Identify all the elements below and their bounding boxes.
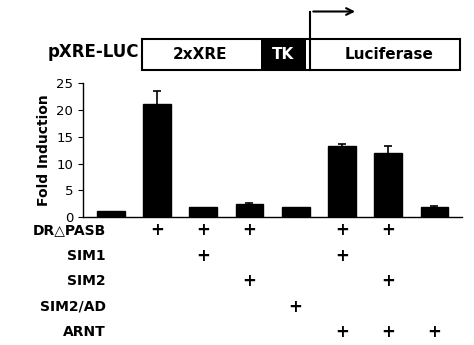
Text: SIM1: SIM1 (67, 249, 106, 263)
Text: +: + (381, 272, 395, 290)
Text: DR△PASB: DR△PASB (33, 223, 106, 237)
Text: +: + (196, 221, 210, 239)
Text: SIM2: SIM2 (67, 274, 106, 288)
Text: SIM2/AD: SIM2/AD (40, 300, 106, 314)
Bar (189, 207, 217, 217)
Bar (420, 207, 448, 217)
Y-axis label: Fold Induction: Fold Induction (36, 94, 51, 206)
Text: +: + (150, 221, 164, 239)
Text: +: + (289, 298, 302, 316)
Text: TK: TK (272, 47, 294, 62)
Text: +: + (243, 272, 256, 290)
Bar (236, 205, 263, 217)
Text: 2xXRE: 2xXRE (173, 47, 228, 62)
Text: +: + (335, 221, 349, 239)
Text: +: + (335, 323, 349, 341)
Text: +: + (335, 247, 349, 265)
Text: pXRE-LUC: pXRE-LUC (47, 43, 139, 61)
Text: +: + (381, 221, 395, 239)
Text: +: + (381, 323, 395, 341)
Text: +: + (243, 221, 256, 239)
Bar (261, 39, 306, 70)
Text: ARNT: ARNT (63, 325, 106, 339)
Bar (282, 207, 310, 217)
Text: Luciferase: Luciferase (344, 47, 433, 62)
Bar (97, 211, 125, 217)
Text: +: + (196, 247, 210, 265)
Bar (328, 146, 356, 217)
Bar (142, 39, 460, 70)
Text: +: + (428, 323, 441, 341)
Bar (374, 153, 402, 217)
Bar (143, 104, 171, 217)
